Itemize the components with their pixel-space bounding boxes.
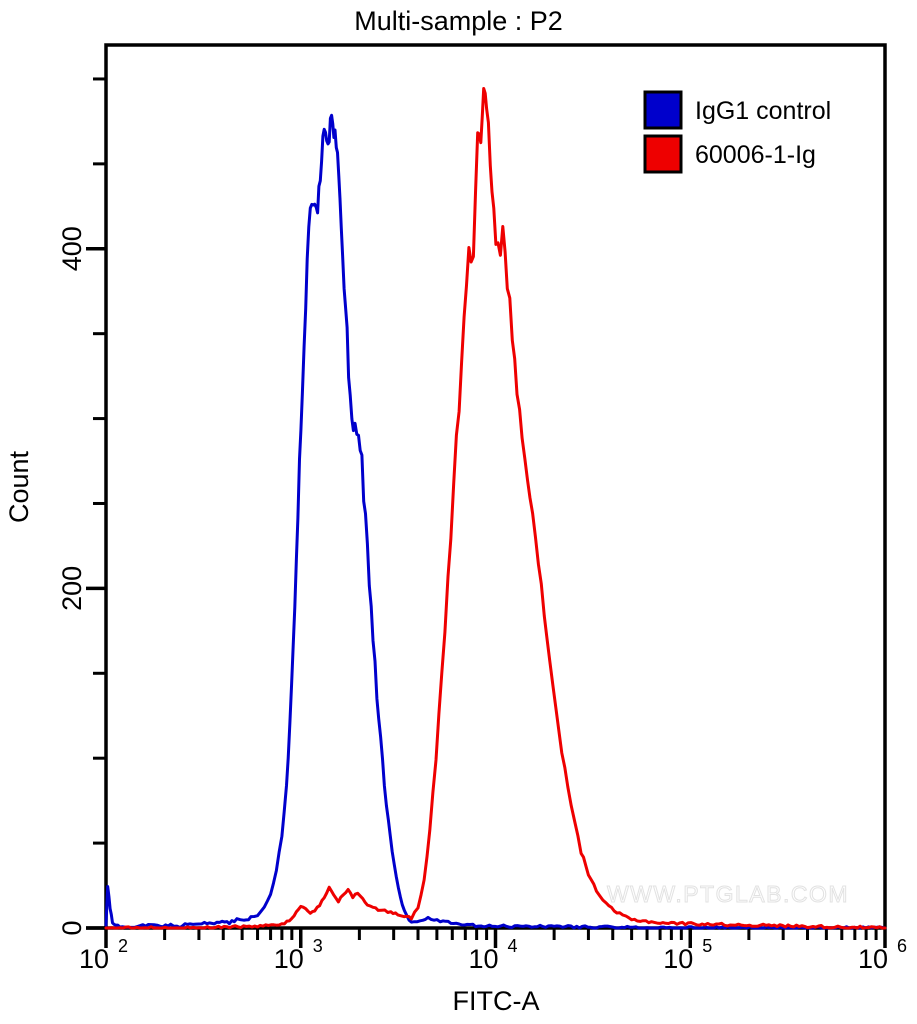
svg-text:10: 10 [274,944,304,974]
legend-item[interactable]: 60006-1-Ig [643,134,816,174]
x-tick-label: 10 5 [663,936,712,974]
x-axis-tick-labels: 10 2 10 3 10 4 10 5 10 6 [79,936,907,974]
data-series-group [104,87,887,930]
svg-text:10: 10 [663,944,693,974]
histogram-trace-60006-1-ig [104,87,887,930]
svg-text:6: 6 [897,936,907,956]
svg-text:4: 4 [507,936,517,956]
svg-text:5: 5 [702,936,712,956]
watermark: WWW.PTGLAB.COM [607,881,849,907]
plot-frame [86,43,887,930]
y-axis-label: Count [4,450,34,523]
x-tick-label: 10 6 [858,936,907,974]
svg-text:2: 2 [118,936,128,956]
x-axis-ticks [104,928,887,948]
legend-label: IgG1 control [695,97,831,125]
x-axis-label: FITC-A [453,986,540,1016]
y-axis-tick-labels: 0 200 400 [57,226,87,935]
legend-item[interactable]: IgG1 control [643,90,831,130]
legend-label: 60006-1-Ig [695,141,816,169]
page-title: Multi-sample : P2 [354,6,563,36]
y-tick-label: 200 [57,566,87,611]
y-axis-ticks [86,77,106,930]
x-tick-label: 10 4 [468,936,517,974]
legend: IgG1 control 60006-1-Ig [643,90,831,174]
svg-text:10: 10 [79,944,109,974]
legend-swatch [643,134,683,174]
x-tick-label: 10 2 [79,936,128,974]
legend-swatch [643,90,683,130]
svg-text:10: 10 [468,944,498,974]
histogram-trace-igg1-control [104,113,887,930]
y-tick-label: 0 [57,920,87,935]
svg-text:3: 3 [313,936,323,956]
x-tick-label: 10 3 [274,936,323,974]
y-tick-label: 400 [57,226,87,271]
svg-text:10: 10 [858,944,888,974]
